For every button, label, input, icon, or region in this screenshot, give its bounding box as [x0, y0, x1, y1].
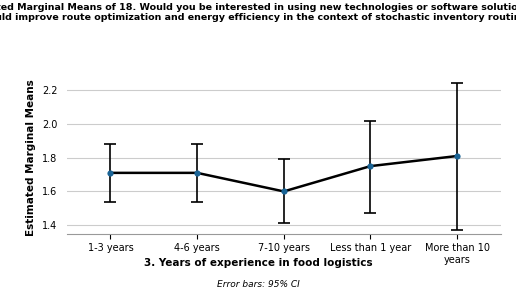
- Point: [280, 189, 288, 194]
- Text: 3. Years of experience in food logistics: 3. Years of experience in food logistics: [143, 258, 373, 268]
- Point: [453, 154, 461, 158]
- Point: [193, 171, 201, 175]
- Y-axis label: Estimated Marginal Means: Estimated Marginal Means: [26, 79, 36, 236]
- Text: Error bars: 95% CI: Error bars: 95% CI: [217, 280, 299, 289]
- Point: [106, 171, 115, 175]
- Text: Estimated Marginal Means of 18. Would you be interested in using new technologie: Estimated Marginal Means of 18. Would yo…: [0, 3, 516, 22]
- Point: [366, 164, 375, 168]
